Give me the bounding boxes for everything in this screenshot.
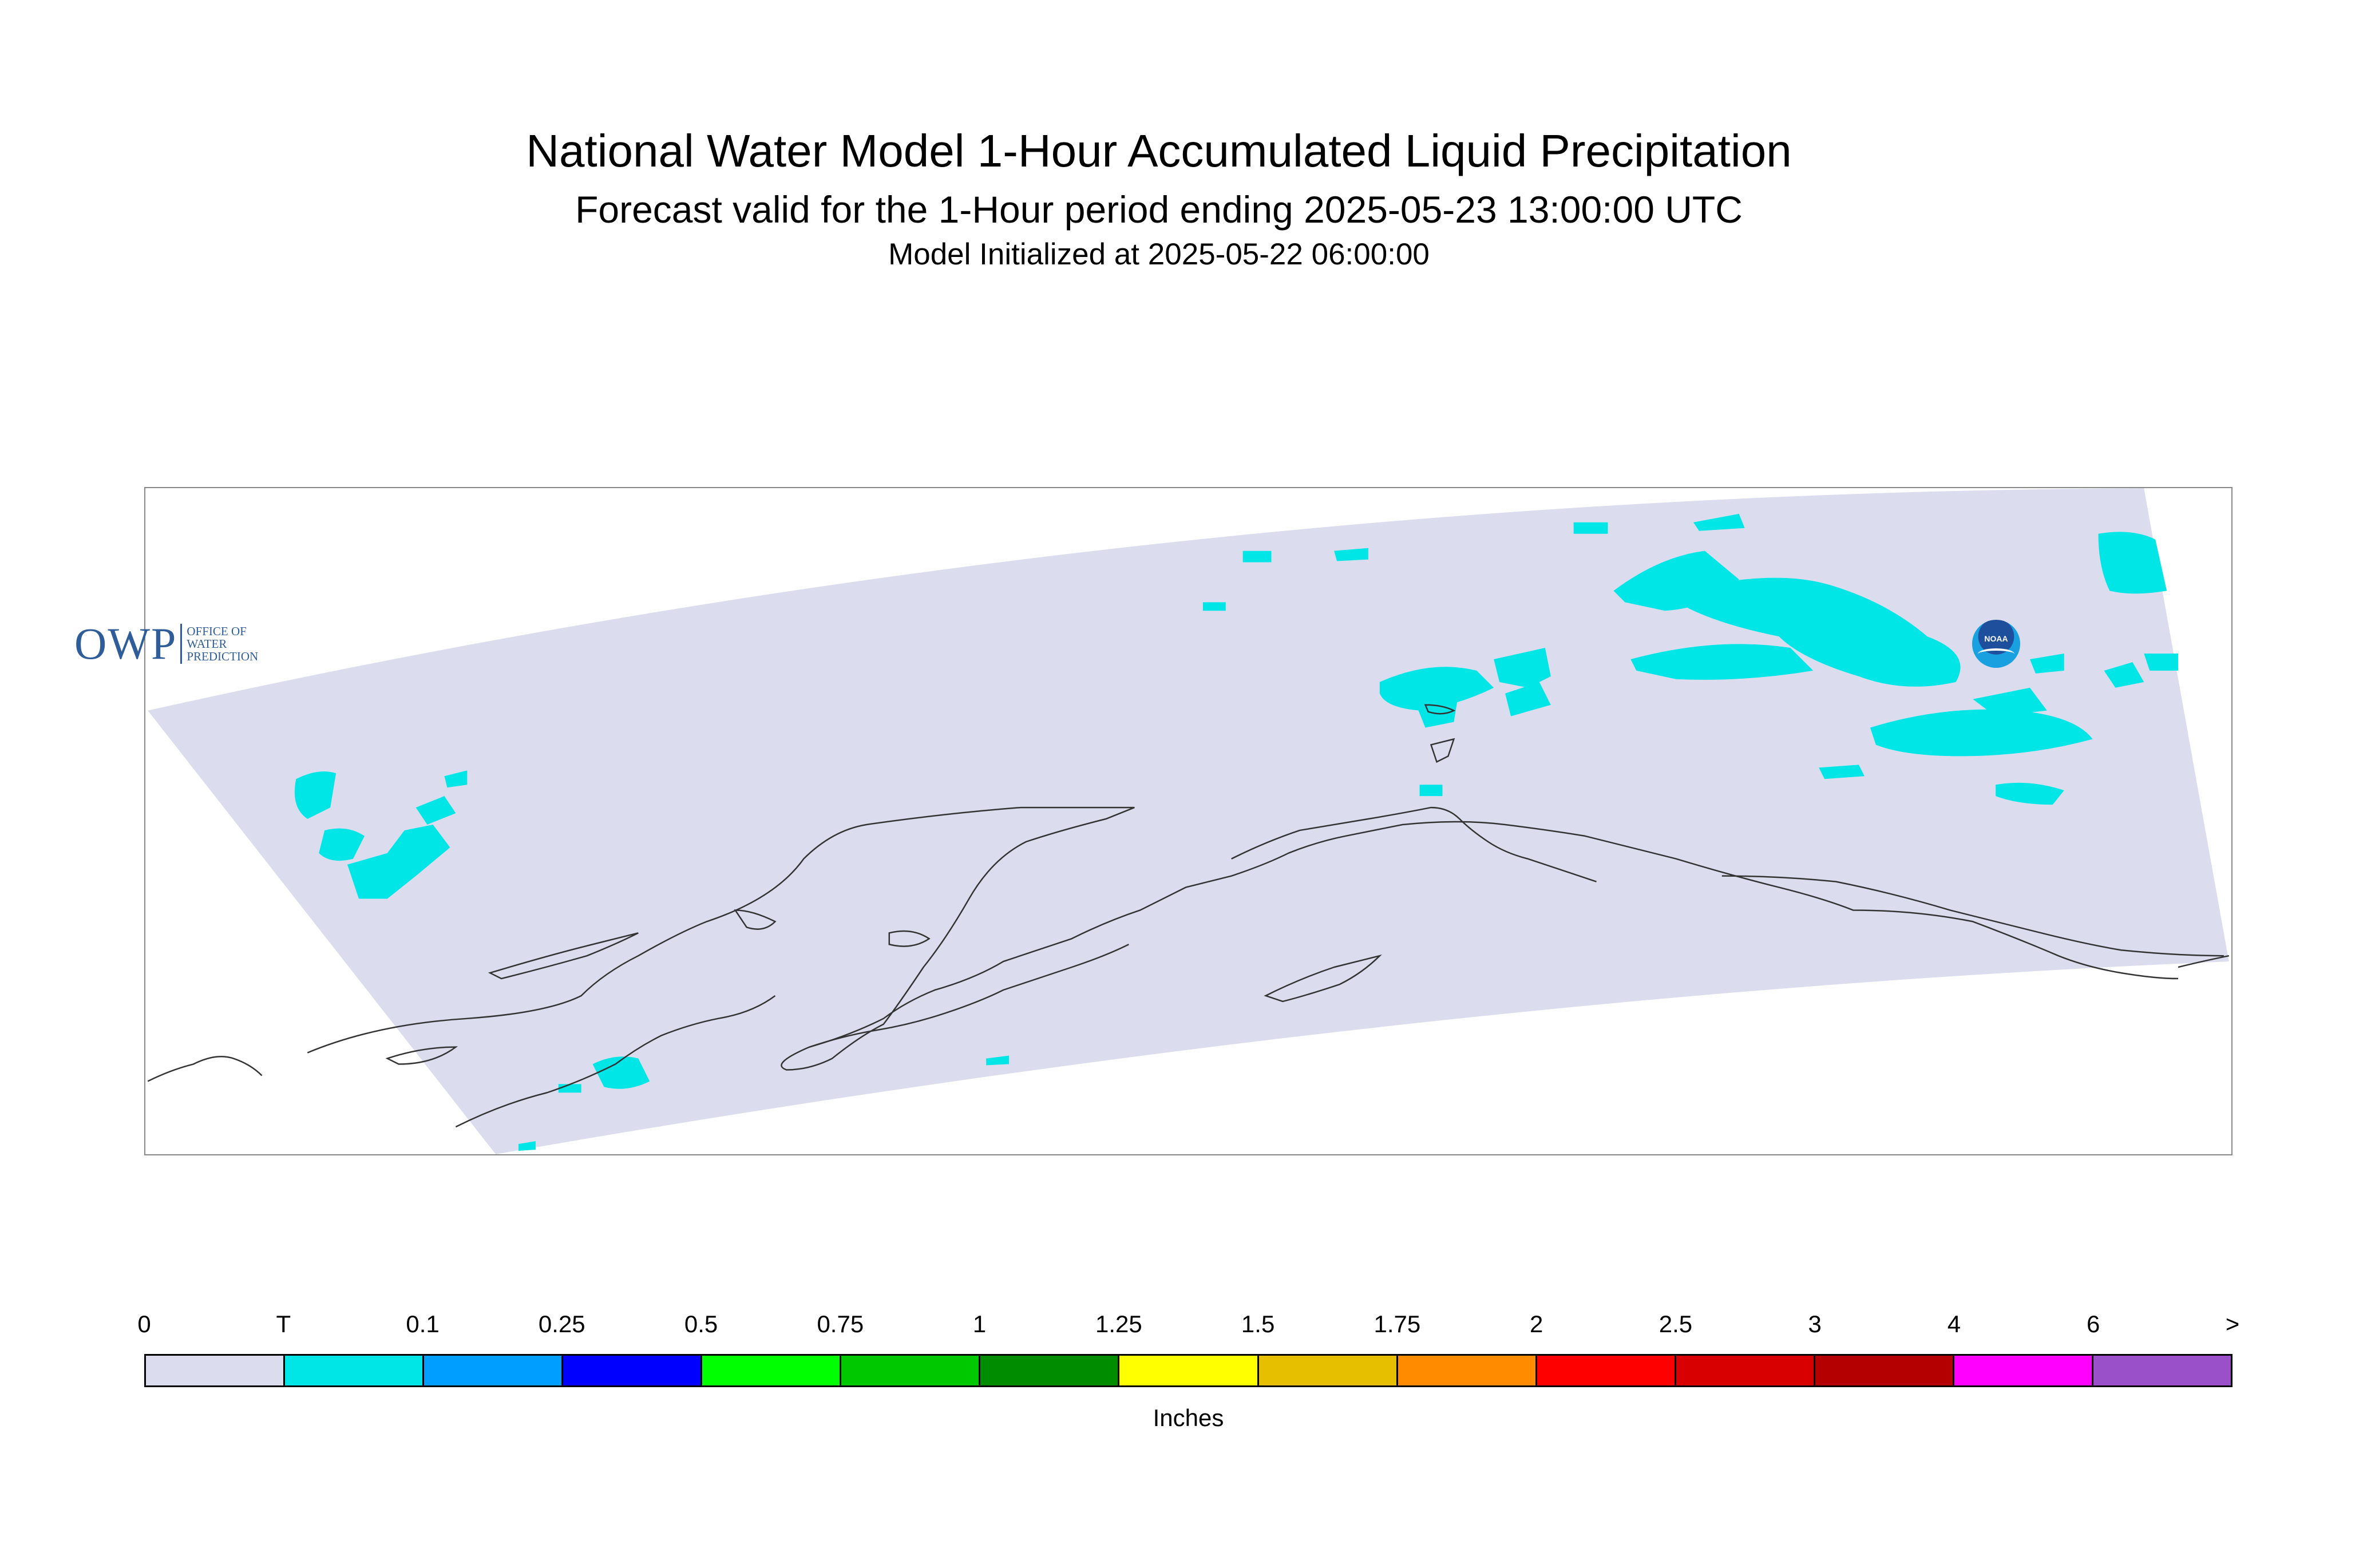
- map-subtitle: Forecast valid for the 1-Hour period end…: [575, 188, 1743, 231]
- legend-tick-label: 2.5: [1658, 1310, 1693, 1337]
- coastline-asia: [147, 1056, 263, 1082]
- legend-tick-label: 3: [1808, 1310, 1822, 1337]
- coastline-asia-east: [2178, 955, 2230, 968]
- precip-area: [1870, 709, 2093, 757]
- legend-swatch: [980, 1356, 1120, 1385]
- owp-logo-letters: OWP: [74, 619, 177, 668]
- precip-area: [1494, 648, 1551, 688]
- precip-area: [2104, 662, 2144, 688]
- precip-area: [1242, 551, 1272, 563]
- noaa-logo-wave: [1978, 648, 2014, 660]
- map-panel: [144, 487, 2232, 1155]
- coastline: [147, 704, 2230, 1128]
- coastline-seward: [1231, 806, 1597, 882]
- precip-area: [1819, 765, 1865, 779]
- precip-area: [347, 824, 450, 899]
- coastline-st-matthew: [1424, 704, 1456, 715]
- legend-swatch: [1258, 1356, 1398, 1385]
- coastline-mainland: [307, 806, 2179, 1071]
- coastline-peninsula: [455, 995, 776, 1128]
- legend-tick-label: 1.25: [1095, 1310, 1142, 1337]
- precip-area: [1630, 644, 1814, 680]
- legend-units-label: Inches: [1153, 1404, 1224, 1431]
- legend-swatch: [563, 1356, 703, 1385]
- precip-area: [415, 796, 456, 825]
- precip-area: [294, 771, 337, 819]
- legend-tick-label: 0.5: [684, 1310, 718, 1337]
- legend-tick-label: 0.75: [817, 1310, 864, 1337]
- legend-tick-label: 6: [2087, 1310, 2100, 1337]
- legend-swatch: [1676, 1356, 1815, 1385]
- owp-logo-divider: [180, 624, 183, 664]
- owp-logo: OWP OFFICE OF WATER PREDICTION: [74, 618, 258, 670]
- precip-area: [1419, 785, 1443, 797]
- precip-map: [147, 488, 2230, 1154]
- legend-swatch: [1119, 1356, 1259, 1385]
- coastline-nunivak: [734, 909, 777, 930]
- map-title: National Water Model 1-Hour Accumulated …: [526, 125, 1792, 176]
- owp-logo-line: PREDICTION: [187, 650, 259, 663]
- coastline-southeast: [1721, 875, 2224, 957]
- precip-area: [592, 1056, 650, 1089]
- precip-area: [2029, 654, 2064, 674]
- legend-tick-label: 0.1: [406, 1310, 440, 1337]
- legend-swatch: [424, 1356, 564, 1385]
- legend-tick-label: >: [2225, 1310, 2240, 1337]
- legend-tick-label: 1: [972, 1310, 987, 1337]
- precip-area: [1334, 548, 1368, 561]
- legend-tick-label: 4: [1947, 1310, 1961, 1337]
- coastline-interior-lake: [888, 930, 931, 947]
- coastline-bering-island: [385, 1046, 458, 1065]
- coastline-alaska-peninsula: [809, 944, 1129, 1048]
- legend-tick-label: T: [276, 1310, 291, 1337]
- owp-logo-subtitle: OFFICE OF WATER PREDICTION: [187, 625, 258, 663]
- precip-area: [1996, 782, 2064, 805]
- precip-area: [518, 1141, 536, 1151]
- legend-swatch: [146, 1356, 286, 1385]
- model-domain: [148, 488, 2229, 1154]
- legend-swatch: [1954, 1356, 2093, 1385]
- coastline-pribilof: [1430, 738, 1455, 763]
- precip-area: [558, 1084, 581, 1093]
- model-init-label: Model Initialized at 2025-05-22 06:00:00: [888, 237, 1430, 271]
- legend-tick-label: 0: [137, 1310, 151, 1337]
- legend-swatch: [841, 1356, 981, 1385]
- precip-area: [1973, 687, 2047, 716]
- color-legend: 0 T 0.1 0.25 0.5 0.75 1 1.25 1.5 1.75 2 2.5 3 4 6 > Inc…: [137, 1310, 2239, 1431]
- precip-area: [1414, 687, 1460, 728]
- precip-area: [1202, 602, 1226, 611]
- legend-swatch: [285, 1356, 425, 1385]
- legend-bar: [144, 1354, 2232, 1387]
- precip-area: [1379, 667, 1494, 711]
- legend-swatch: [702, 1356, 842, 1385]
- precip-area: [2098, 532, 2167, 594]
- precip-area: [1682, 577, 1961, 687]
- legend-tick-label: 2: [1529, 1310, 1543, 1337]
- precip-area: [2144, 654, 2179, 671]
- legend-swatch: [1537, 1356, 1676, 1385]
- legend-swatch: [2093, 1356, 2231, 1385]
- legend-swatch: [1398, 1356, 1537, 1385]
- coastline-st-lawrence: [488, 932, 639, 980]
- legend-tick-label: 1.75: [1373, 1310, 1421, 1337]
- noaa-logo: NOAA: [1972, 620, 2020, 668]
- precip-areas: [294, 513, 2179, 1151]
- legend-tick-label: 0.25: [538, 1310, 585, 1337]
- coastline-kodiak: [1264, 954, 1382, 1003]
- precip-area: [319, 828, 365, 861]
- legend-tick-label: 1.5: [1241, 1310, 1275, 1337]
- noaa-logo-text: NOAA: [1984, 634, 2008, 643]
- owp-logo-line: OFFICE OF: [187, 624, 247, 638]
- legend-swatch: [1815, 1356, 1954, 1385]
- precip-area: [1693, 513, 1745, 531]
- precip-area: [1573, 522, 1608, 534]
- precip-area: [1505, 682, 1551, 716]
- owp-logo-line: WATER: [187, 637, 227, 651]
- precip-area: [986, 1055, 1010, 1066]
